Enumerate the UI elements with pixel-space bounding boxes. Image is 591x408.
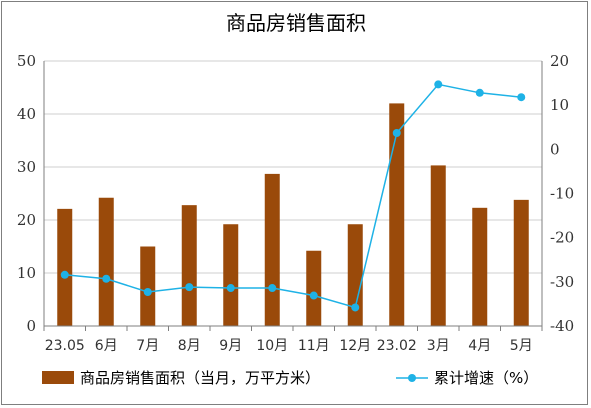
chart-title: 商品房销售面积 bbox=[226, 11, 366, 35]
right-axis-tick-label: 10 bbox=[550, 96, 569, 114]
growth-point bbox=[392, 128, 401, 137]
growth-point bbox=[60, 270, 69, 279]
bar-series bbox=[57, 103, 529, 327]
left-axis-tick-label: 40 bbox=[17, 105, 36, 123]
growth-point bbox=[309, 291, 318, 300]
x-axis-tick-label: 3月 bbox=[427, 338, 450, 354]
legend-bar-swatch bbox=[42, 371, 74, 384]
right-axis-tick-label: 0 bbox=[550, 140, 560, 158]
x-axis-tick-label: 10月 bbox=[256, 338, 288, 354]
bar bbox=[181, 205, 197, 326]
bar bbox=[98, 197, 114, 326]
right-axis-tick-label: -30 bbox=[550, 273, 574, 291]
bar bbox=[306, 250, 322, 326]
growth-point bbox=[143, 287, 152, 296]
growth-point bbox=[185, 283, 194, 292]
line-series bbox=[60, 80, 526, 312]
growth-point bbox=[434, 80, 443, 89]
bar bbox=[57, 208, 73, 326]
legend: 商品房销售面积（当月，万平方米） 累计增速（%） bbox=[42, 369, 538, 387]
right-axis-tick-label: -40 bbox=[550, 317, 574, 335]
legend-line-label: 累计增速（%） bbox=[434, 369, 538, 387]
bar bbox=[347, 224, 363, 326]
x-axis-tick-label: 11月 bbox=[298, 338, 330, 354]
bar bbox=[140, 246, 156, 326]
bar bbox=[430, 165, 446, 326]
left-axis-tick-label: 0 bbox=[26, 317, 36, 335]
legend-line-marker bbox=[408, 374, 416, 382]
x-axis-tick-label: 5月 bbox=[510, 338, 533, 354]
bar bbox=[513, 199, 529, 326]
right-axis-tick-label: -10 bbox=[550, 185, 574, 203]
left-axis-tick-label: 10 bbox=[17, 264, 36, 282]
bar bbox=[389, 103, 405, 327]
x-axis-tick-label: 23.05 bbox=[45, 338, 85, 354]
bar bbox=[264, 173, 280, 326]
right-axis-tick-label: 20 bbox=[550, 52, 569, 70]
x-axis-tick-label: 12月 bbox=[339, 338, 371, 354]
x-axis-tick-label: 6月 bbox=[95, 338, 118, 354]
growth-point bbox=[351, 303, 360, 312]
growth-point bbox=[475, 88, 484, 97]
x-axis-tick-label: 4月 bbox=[468, 338, 491, 354]
legend-bar-label: 商品房销售面积（当月，万平方米） bbox=[80, 369, 320, 387]
left-axis-tick-label: 20 bbox=[17, 211, 36, 229]
axes: 0 10 20 30 40 50 -40 -30 -20 -10 0 10 20 23.05 6月 7月 8月 9… bbox=[17, 52, 574, 354]
right-axis-tick-label: -20 bbox=[550, 229, 574, 247]
left-axis-tick-label: 30 bbox=[17, 158, 36, 176]
growth-point bbox=[517, 93, 526, 102]
growth-line bbox=[64, 83, 522, 309]
x-axis-tick-label: 23.02 bbox=[377, 338, 417, 354]
x-axis-tick-label: 9月 bbox=[219, 338, 242, 354]
x-axis-tick-label: 7月 bbox=[136, 338, 159, 354]
bar bbox=[472, 207, 488, 326]
growth-point bbox=[226, 284, 235, 293]
bar bbox=[223, 224, 239, 326]
left-axis-tick-label: 50 bbox=[17, 52, 36, 70]
grid-lines bbox=[44, 60, 542, 274]
x-axis-tick-label: 8月 bbox=[178, 338, 201, 354]
growth-point bbox=[102, 274, 111, 283]
growth-point bbox=[268, 284, 277, 293]
